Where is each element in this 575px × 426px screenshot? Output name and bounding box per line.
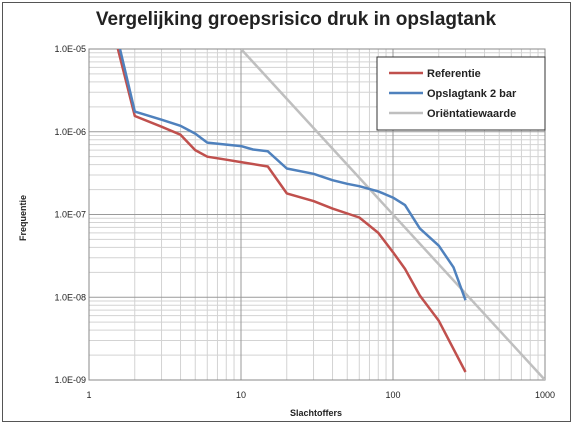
legend-label-1: Opslagtank 2 bar: [427, 88, 517, 100]
series-line-2: [240, 49, 545, 380]
y-tick-label: 1.0E-07: [54, 210, 86, 220]
chart-title: Vergelijking groepsrisico druk in opslag…: [96, 9, 497, 30]
legend-label-0: Referentie: [427, 68, 481, 80]
chart-frame: Vergelijking groepsrisico druk in opslag…: [2, 2, 571, 422]
y-tick-label: 1.0E-09: [54, 375, 86, 385]
x-tick-label: 1: [86, 390, 91, 400]
series-line-0: [116, 49, 467, 373]
y-tick-label: 1.0E-05: [54, 44, 86, 54]
legend: Referentie Opslagtank 2 bar Oriëntatiewaar…: [376, 56, 546, 131]
x-tick-label: 1000: [535, 390, 555, 400]
chart: Vergelijking groepsrisico druk in opslag…: [18, 9, 555, 418]
y-tick-label: 1.0E-06: [54, 127, 86, 137]
x-axis-label: Slachtoffers: [290, 408, 342, 418]
tick-labels: 1 10 100 1000 1.0E-09 1.0E-08 1.0E-07 1.0E-06 1.…: [54, 44, 555, 400]
y-axis-label: Frequentie: [18, 195, 28, 241]
x-tick-label: 100: [385, 390, 400, 400]
series-group: [116, 49, 545, 380]
y-tick-label: 1.0E-08: [54, 292, 86, 302]
series-line-1: [118, 49, 467, 301]
x-tick-label: 10: [236, 390, 246, 400]
legend-label-2: Oriëntatiewaarde: [427, 108, 516, 120]
plot-border: [88, 48, 546, 381]
